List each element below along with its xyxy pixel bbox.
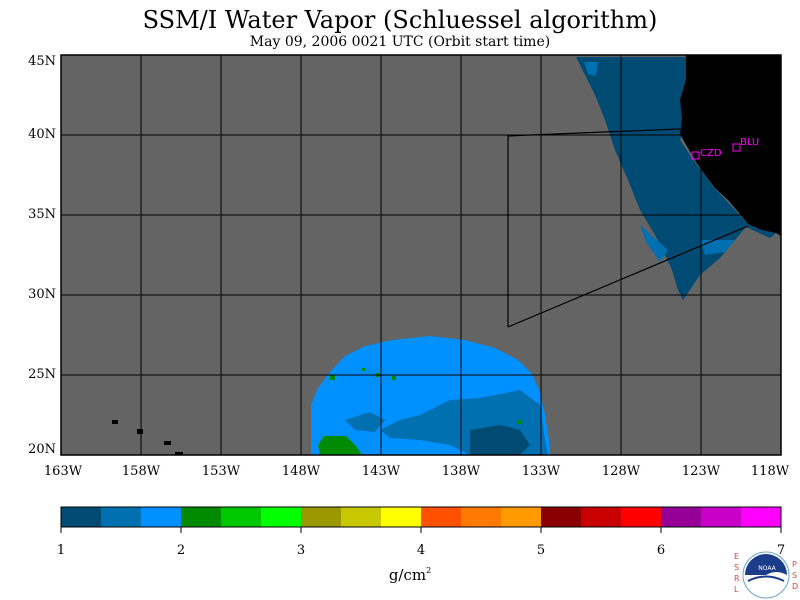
colorbar-swatch — [221, 507, 262, 527]
station-marker-blu — [732, 143, 741, 152]
lon-tick-label: 138W — [441, 464, 481, 479]
colorbar-swatch — [501, 507, 542, 527]
lon-tick-label: 163W — [43, 464, 83, 479]
colorbar-swatch — [181, 507, 222, 527]
colorbar-tick-label: 4 — [416, 543, 426, 558]
colorbar-swatch — [581, 507, 622, 527]
colorbar-tick-label: 7 — [776, 543, 786, 558]
colorbar-tick-label: 6 — [656, 543, 666, 558]
lon-tick-label: 123W — [681, 464, 721, 479]
lon-tick-label: 143W — [361, 464, 401, 479]
hawaii-islands — [112, 420, 183, 455]
lat-tick-label: 40N — [28, 127, 56, 142]
colorbar-tick-label: 1 — [56, 543, 66, 558]
lon-tick-label: 118W — [750, 464, 790, 479]
colorbar-swatch — [701, 507, 742, 527]
colorbar-swatch — [301, 507, 342, 527]
station-label: BLU — [740, 137, 760, 148]
colorbar-tick-label: 5 — [536, 543, 546, 558]
colorbar-swatch — [341, 507, 382, 527]
lat-tick-label: 45N — [28, 54, 56, 69]
lon-tick-label: 158W — [121, 464, 161, 479]
colorbar-swatch — [661, 507, 702, 527]
colorbar-unit: g/cm2 — [388, 566, 432, 584]
lon-tick-label: 148W — [281, 464, 321, 479]
lat-tick-label: 20N — [28, 442, 56, 457]
lon-tick-label: 128W — [601, 464, 641, 479]
colorbar-swatch — [421, 507, 462, 527]
lon-tick-label: 153W — [201, 464, 241, 479]
station-label: CZD — [700, 148, 722, 159]
chart-title: SSM/I Water Vapor (Schluessel algorithm) — [142, 6, 658, 34]
lat-tick-label: 35N — [28, 207, 56, 222]
colorbar-tick-label: 2 — [176, 543, 186, 558]
colorbar-swatch — [461, 507, 502, 527]
colorbar-swatch — [61, 507, 102, 527]
land-north-america — [680, 55, 781, 236]
noaa-logo: NOAA E S R L P S D — [732, 548, 800, 600]
colorbar-tick-label: 3 — [296, 543, 306, 558]
lat-tick-label: 30N — [28, 287, 56, 302]
colorbar-swatch — [621, 507, 662, 527]
colorbar-swatch — [101, 507, 142, 527]
coastal-swath — [576, 57, 776, 300]
colorbar-swatch — [741, 507, 782, 527]
lon-tick-label: 133W — [521, 464, 561, 479]
lat-lon-grid — [61, 55, 781, 455]
lat-tick-label: 25N — [28, 367, 56, 382]
map-frame — [60, 54, 782, 456]
colorbar-swatch — [141, 507, 182, 527]
colorbar-swatch — [541, 507, 582, 527]
station-marker-czd — [691, 151, 700, 160]
colorbar-swatch — [381, 507, 422, 527]
colorbar-swatch — [261, 507, 302, 527]
chart-subtitle: May 09, 2006 0021 UTC (Orbit start time) — [249, 34, 551, 50]
